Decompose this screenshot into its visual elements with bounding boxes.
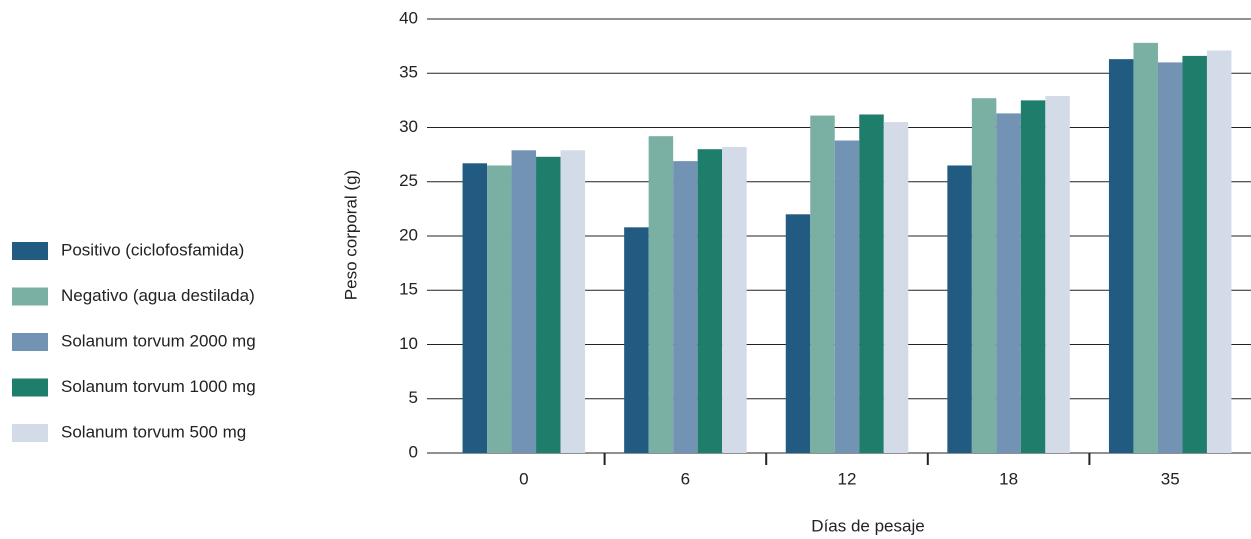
legend-swatch xyxy=(12,378,48,397)
bar xyxy=(996,113,1021,454)
bar xyxy=(1020,100,1046,453)
bar xyxy=(697,149,723,453)
bar xyxy=(536,156,561,454)
bar xyxy=(462,163,488,453)
bar xyxy=(1133,42,1158,454)
legend-label: Solanum torvum 500 mg xyxy=(61,422,246,441)
legend-label: Positivo (ciclofosfamida) xyxy=(61,240,244,259)
legend-label: Negativo (agua destilada) xyxy=(61,286,255,305)
bar xyxy=(1157,62,1183,454)
legend-swatch xyxy=(12,242,48,260)
x-tick-label: 0 xyxy=(519,469,528,488)
legend-swatch xyxy=(12,424,48,442)
y-tick-label: 30 xyxy=(399,117,418,136)
legend-label: Solanum torvum 2000 mg xyxy=(61,331,256,350)
bar xyxy=(785,214,811,453)
bar xyxy=(859,114,884,453)
y-tick-label: 0 xyxy=(409,442,418,461)
bar xyxy=(624,227,649,453)
bar xyxy=(487,165,512,453)
bar xyxy=(560,150,586,453)
x-tick-label: 6 xyxy=(681,469,690,488)
bar xyxy=(834,140,860,453)
y-tick-label: 15 xyxy=(399,280,418,299)
bar xyxy=(673,161,698,453)
y-tick-label: 5 xyxy=(409,388,418,407)
x-tick-label: 12 xyxy=(838,469,857,488)
bar xyxy=(1108,59,1134,454)
x-axis-title: Días de pesaje xyxy=(811,516,924,535)
bar xyxy=(883,122,909,453)
bar xyxy=(1045,96,1070,453)
bar xyxy=(722,147,747,453)
legend-swatch xyxy=(12,333,48,351)
y-tick-label: 25 xyxy=(399,171,418,190)
y-tick-label: 10 xyxy=(399,334,418,353)
bar xyxy=(648,136,674,453)
bar xyxy=(511,150,537,453)
bar xyxy=(1182,55,1207,453)
bar xyxy=(947,165,972,453)
y-tick-label: 20 xyxy=(399,225,418,244)
bar xyxy=(810,115,835,453)
bar xyxy=(971,98,997,453)
bar xyxy=(1206,50,1232,454)
legend-swatch xyxy=(12,287,48,306)
legend-label: Solanum torvum 1000 mg xyxy=(61,377,256,396)
x-tick-label: 18 xyxy=(999,469,1018,488)
y-tick-label: 40 xyxy=(399,8,418,27)
y-tick-label: 35 xyxy=(399,63,418,82)
x-tick-label: 35 xyxy=(1161,469,1180,488)
y-axis-title: Peso corporal (g) xyxy=(341,170,360,300)
